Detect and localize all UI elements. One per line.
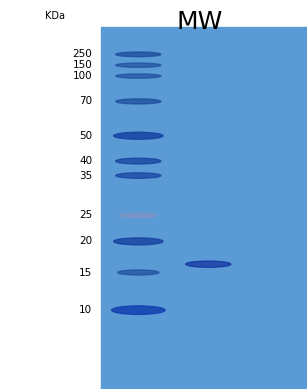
Ellipse shape: [116, 99, 161, 104]
Ellipse shape: [114, 238, 163, 245]
Ellipse shape: [116, 63, 161, 67]
Text: 15: 15: [79, 268, 92, 277]
Bar: [101, 27, 307, 389]
Text: 100: 100: [72, 71, 92, 81]
Text: KDa: KDa: [45, 11, 65, 21]
Ellipse shape: [116, 52, 161, 57]
Text: 10: 10: [79, 305, 92, 315]
Text: 35: 35: [79, 170, 92, 180]
Text: 250: 250: [72, 49, 92, 60]
Text: 20: 20: [79, 237, 92, 246]
Text: 150: 150: [72, 60, 92, 70]
Ellipse shape: [116, 158, 161, 164]
Ellipse shape: [116, 74, 161, 78]
Ellipse shape: [112, 306, 165, 314]
Ellipse shape: [116, 173, 161, 178]
Text: 25: 25: [79, 210, 92, 220]
Ellipse shape: [114, 132, 163, 139]
Text: MW: MW: [177, 10, 223, 34]
Text: 40: 40: [79, 156, 92, 166]
Ellipse shape: [120, 213, 157, 217]
Ellipse shape: [118, 270, 159, 275]
Text: 50: 50: [79, 131, 92, 141]
Text: 70: 70: [79, 96, 92, 107]
Ellipse shape: [186, 261, 231, 267]
